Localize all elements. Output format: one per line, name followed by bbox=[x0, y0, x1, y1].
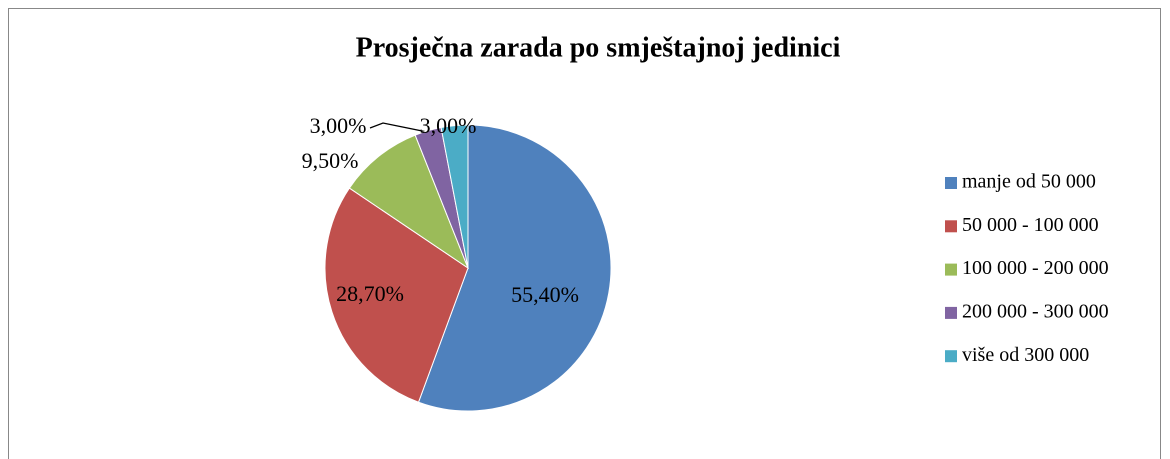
legend-swatch bbox=[945, 220, 957, 233]
pie-slice bbox=[324, 187, 469, 403]
legend-swatch bbox=[945, 177, 957, 189]
legend-swatch bbox=[945, 306, 957, 319]
data-label: 28,70% bbox=[336, 281, 404, 306]
leader-line bbox=[369, 122, 433, 134]
legend-swatch bbox=[945, 263, 957, 276]
data-label: 55,40% bbox=[511, 282, 579, 307]
data-label: 9,50% bbox=[302, 148, 359, 173]
data-label: 3,00% bbox=[420, 113, 477, 138]
pie-slice bbox=[348, 134, 470, 270]
legend-label: 200 000 - 300 000 bbox=[962, 300, 1109, 322]
pie-slice bbox=[440, 124, 469, 269]
legend-label: manje od 50 000 bbox=[962, 171, 1096, 193]
legend-label: više od 300 000 bbox=[962, 344, 1089, 366]
chart-title: Prosječna zarada po smještajnoj jedinici bbox=[356, 32, 841, 63]
legend-label: 100 000 - 200 000 bbox=[962, 257, 1109, 279]
legend-label: 50 000 - 100 000 bbox=[962, 214, 1099, 236]
pie-slice bbox=[417, 124, 612, 412]
data-label: 3,00% bbox=[310, 113, 367, 138]
legend-swatch bbox=[945, 350, 957, 363]
